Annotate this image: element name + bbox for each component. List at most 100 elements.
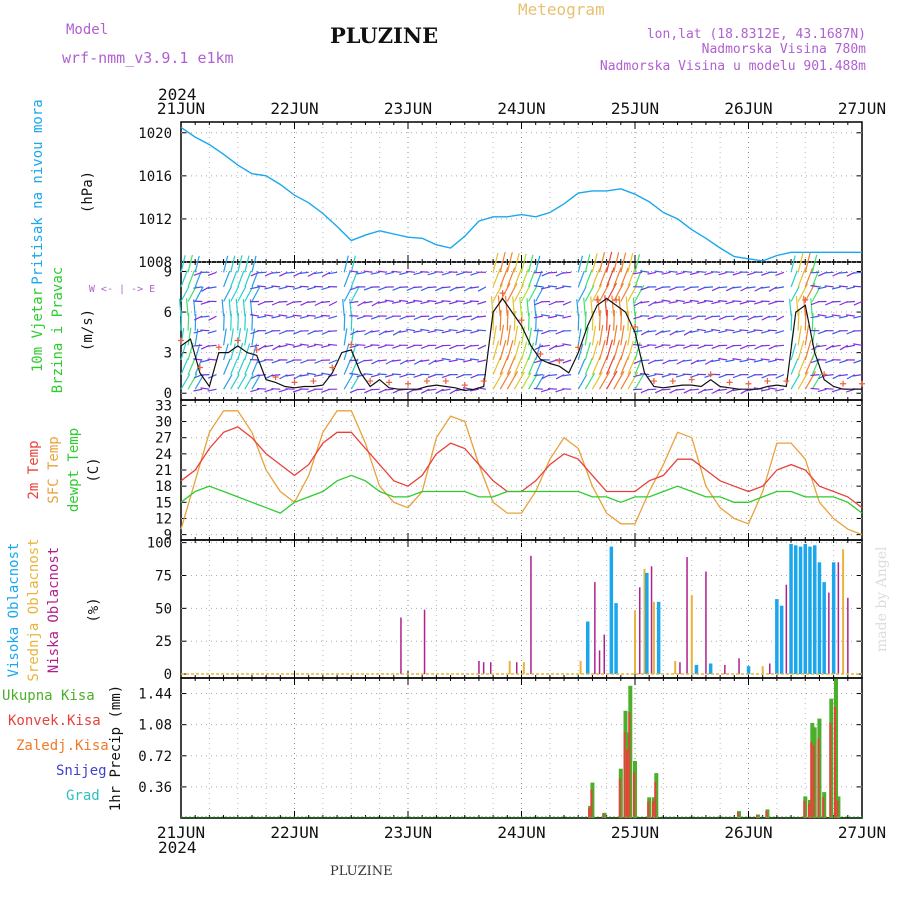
wind-arrow xyxy=(258,345,266,349)
wind-arrow xyxy=(378,374,387,375)
wind-arrow xyxy=(846,302,855,303)
cloud-bar xyxy=(695,665,699,674)
cloud-bar xyxy=(828,593,830,675)
precip-conv-bar xyxy=(810,742,812,818)
wind-arrow xyxy=(600,356,608,375)
wind-axis-tick-label: 6 xyxy=(164,305,172,321)
gust-marker xyxy=(783,378,789,384)
watermark: made by Angel xyxy=(874,546,890,652)
wind-ylabel-sub: Brzina i Pravac xyxy=(50,267,66,393)
wind-arrow xyxy=(188,270,194,287)
cloud-bar xyxy=(799,547,803,675)
wind-arrow xyxy=(257,389,266,390)
wind-arrow xyxy=(621,356,629,375)
wind-arrow xyxy=(534,299,536,316)
wind-arrow xyxy=(231,314,232,331)
wind-arrow xyxy=(231,374,240,389)
wind-arrow xyxy=(592,269,599,287)
wind-arrow xyxy=(628,357,636,375)
cloud-bar xyxy=(709,664,713,675)
wind-arrow xyxy=(522,269,529,287)
wind-arrow xyxy=(812,374,821,390)
gust-marker xyxy=(764,378,770,384)
wind-arrow xyxy=(286,286,295,287)
wind-arrow xyxy=(181,359,188,375)
wind-arrow xyxy=(825,389,834,390)
wind-arrow xyxy=(193,287,202,288)
wind-arrow xyxy=(769,287,777,291)
wind-arrow xyxy=(470,345,479,346)
wind-arrow xyxy=(548,389,557,390)
wind-arrow xyxy=(321,315,330,316)
cloud-bar xyxy=(818,562,822,674)
wind-arrow xyxy=(826,345,834,349)
wind-arrow xyxy=(351,256,355,273)
wind-arrow xyxy=(231,344,236,361)
wind-arrow xyxy=(351,359,358,375)
wind-arrow xyxy=(393,331,401,336)
wind-arrow xyxy=(293,302,302,303)
cloud-axis-tick-label: 50 xyxy=(155,601,172,617)
wind-arrow xyxy=(280,375,288,379)
wind-arrow xyxy=(585,254,590,272)
temp-axis-tick-label: 24 xyxy=(155,447,172,463)
day-label-top: 26JUN xyxy=(724,99,772,118)
cloud-bar xyxy=(604,635,606,674)
wind-arrow xyxy=(621,268,628,287)
wind-arrow xyxy=(420,272,429,273)
wind-arrow xyxy=(791,271,797,287)
wind-arrow xyxy=(536,256,540,272)
wind-arrow xyxy=(245,328,248,345)
wind-arrow xyxy=(413,287,422,288)
cloud-bar xyxy=(490,662,492,674)
wind-arrow xyxy=(224,287,232,302)
wind-arrow xyxy=(224,375,233,390)
day-label-bottom: 27JUN xyxy=(838,823,886,842)
gust-marker xyxy=(859,381,865,387)
gust-marker xyxy=(670,378,676,384)
cloud-bar xyxy=(610,547,614,675)
temp-axis-tick-label: 27 xyxy=(155,431,172,447)
panels-group: 21JUN21JUN22JUN22JUN23JUN23JUN24JUN24JUN… xyxy=(2,99,886,842)
wind-arrow xyxy=(536,375,545,390)
gust-marker xyxy=(178,337,184,343)
temp2m-ylabel: 2m Temp xyxy=(26,440,42,499)
wind-arrow xyxy=(493,356,501,374)
wind-arrow xyxy=(754,330,763,331)
temp-axis-tick-label: 12 xyxy=(155,511,172,527)
wind-axis-tick-label: 3 xyxy=(164,346,172,362)
wind-arrow xyxy=(344,256,348,273)
wind-arrow xyxy=(725,272,734,273)
wind-arrow xyxy=(238,343,243,360)
wind-arrow xyxy=(371,389,380,390)
cloud-bar xyxy=(832,562,836,674)
wind-arrow xyxy=(245,271,251,287)
temp-axis-tick-label: 18 xyxy=(155,479,172,495)
pressure-axis-tick-label: 1016 xyxy=(138,169,172,185)
wind-axis-tick-label: 9 xyxy=(164,264,172,280)
wind-arrow xyxy=(224,271,230,287)
wind-arrow xyxy=(300,286,309,287)
wind-arrow xyxy=(271,272,280,273)
cloud-bar xyxy=(478,661,480,674)
temp-axis-tick-label: 15 xyxy=(155,495,172,511)
gust-marker xyxy=(462,382,468,388)
wind-arrow xyxy=(252,314,253,331)
precip-ylabel: 1hr Precip (mm) xyxy=(108,685,124,811)
wind-arrow xyxy=(307,315,316,316)
model-altitude-label: Nadmorska Visina u modelu 901.488m xyxy=(600,59,866,74)
cloud-bar xyxy=(786,585,788,674)
wind-arrow xyxy=(811,316,820,318)
wind-arrow xyxy=(584,298,586,316)
wind-arrow xyxy=(231,271,237,287)
wind-arrow xyxy=(193,345,202,346)
wind-arrow xyxy=(245,314,246,331)
precip-conv-bar xyxy=(633,772,635,818)
wind-arrows-group xyxy=(180,252,863,394)
wind-arrow xyxy=(200,330,209,331)
wind-arrow xyxy=(271,389,280,390)
wind-arrow xyxy=(350,299,352,316)
wind-arrow xyxy=(669,374,678,375)
day-label-top: 27JUN xyxy=(838,99,886,118)
